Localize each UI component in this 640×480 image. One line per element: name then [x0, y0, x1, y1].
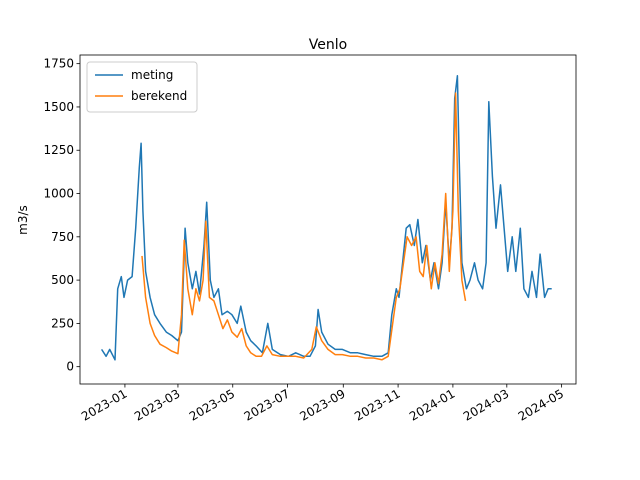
plot-frame [79, 54, 577, 385]
y-tick-label: 1000 [43, 187, 74, 201]
y-axis-label: m3/s [16, 205, 30, 235]
y-tick-label: 750 [51, 230, 74, 244]
y-tick-label: 500 [51, 273, 74, 287]
data-line [100, 75, 552, 361]
y-tick-label: 1250 [43, 143, 74, 157]
chart-title: Venlo [309, 37, 347, 53]
legend-label: meting [131, 68, 173, 82]
data-line [141, 92, 467, 361]
legend-label: berekend [131, 89, 187, 103]
y-tick-label: 0 [66, 360, 74, 374]
y-tick-label: 1750 [43, 57, 74, 71]
y-tick-label: 250 [51, 316, 74, 330]
y-tick-label: 1500 [43, 100, 74, 114]
legend: meting berekend [86, 61, 198, 113]
plot-area [100, 75, 552, 361]
